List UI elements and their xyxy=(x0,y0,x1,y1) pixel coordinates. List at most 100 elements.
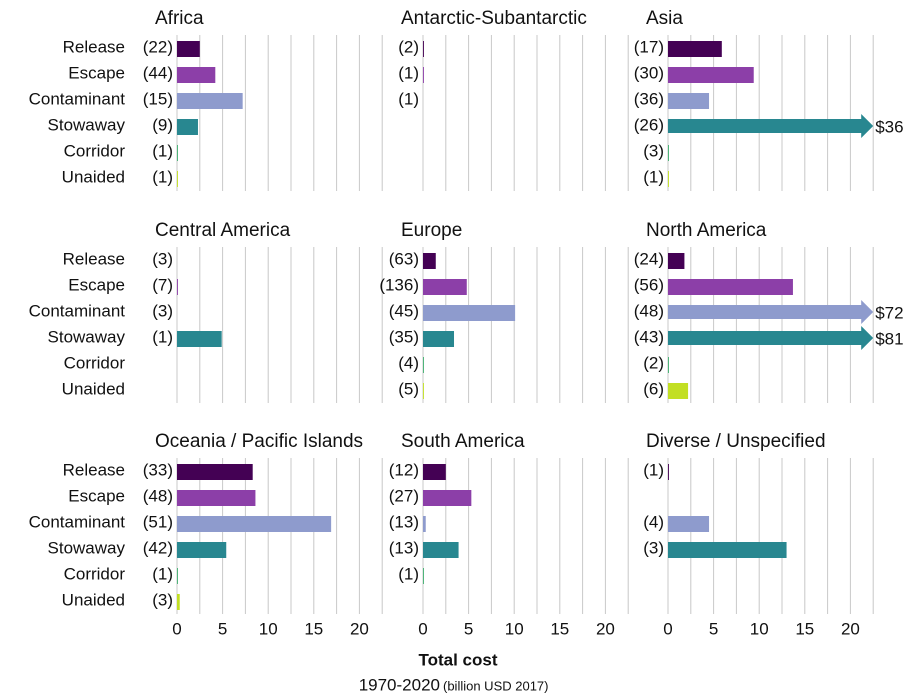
panel-title: Asia xyxy=(646,8,683,29)
value-label: $72 xyxy=(875,303,903,322)
bar xyxy=(423,253,436,269)
count-label: (22) xyxy=(143,37,173,56)
count-label: (3) xyxy=(643,538,664,557)
x-tick-label: 0 xyxy=(663,619,672,638)
count-label: (2) xyxy=(398,37,419,56)
bar xyxy=(177,119,198,135)
count-label: (13) xyxy=(389,538,419,557)
bar xyxy=(177,516,332,532)
count-label: (12) xyxy=(389,460,419,479)
count-label: (35) xyxy=(389,327,419,346)
x-axis-title: Total cost xyxy=(418,650,497,669)
bar xyxy=(177,490,256,506)
category-label: Contaminant xyxy=(29,301,126,320)
bar xyxy=(177,67,216,83)
count-label: (36) xyxy=(634,89,664,108)
bar xyxy=(423,331,455,347)
count-label: (1) xyxy=(398,63,419,82)
count-label: (1) xyxy=(152,564,173,583)
bar xyxy=(668,41,722,57)
arrow-bar xyxy=(668,114,874,138)
bar xyxy=(423,490,472,506)
category-label: Corridor xyxy=(64,353,126,372)
count-label: (3) xyxy=(152,249,173,268)
panel-title: Oceania / Pacific Islands xyxy=(155,431,363,452)
count-label: (56) xyxy=(634,275,664,294)
bar xyxy=(668,145,669,161)
bar xyxy=(177,331,222,347)
count-label: (1) xyxy=(643,167,664,186)
count-label: (2) xyxy=(643,353,664,372)
count-label: (48) xyxy=(634,301,664,320)
bar xyxy=(177,145,178,161)
category-label: Release xyxy=(63,249,125,268)
count-label: (6) xyxy=(643,379,664,398)
bar xyxy=(177,279,178,295)
bar xyxy=(423,383,424,399)
category-label: Escape xyxy=(68,486,125,505)
count-label: (4) xyxy=(398,353,419,372)
panel-title: South America xyxy=(401,431,525,452)
bar xyxy=(668,516,710,532)
count-label: (13) xyxy=(389,512,419,531)
bar xyxy=(423,542,459,558)
x-tick-label: 20 xyxy=(596,619,615,638)
count-label: (9) xyxy=(152,115,173,134)
category-label: Corridor xyxy=(64,564,126,583)
category-label: Contaminant xyxy=(29,89,126,108)
count-label: (26) xyxy=(634,115,664,134)
x-tick-label: 10 xyxy=(505,619,524,638)
count-label: (42) xyxy=(143,538,173,557)
count-label: (43) xyxy=(634,327,664,346)
count-label: (51) xyxy=(143,512,173,531)
x-tick-label: 10 xyxy=(259,619,278,638)
count-label: (7) xyxy=(152,275,173,294)
count-label: (1) xyxy=(152,327,173,346)
x-tick-label: 15 xyxy=(795,619,814,638)
count-label: (1) xyxy=(152,167,173,186)
bar xyxy=(423,357,424,373)
x-tick-label: 5 xyxy=(709,619,718,638)
count-label: (5) xyxy=(398,379,419,398)
panel-title: Europe xyxy=(401,220,462,241)
category-label: Unaided xyxy=(62,167,125,186)
count-label: (33) xyxy=(143,460,173,479)
category-label: Unaided xyxy=(62,590,125,609)
count-label: (3) xyxy=(643,141,664,160)
count-label: (30) xyxy=(634,63,664,82)
x-tick-label: 20 xyxy=(841,619,860,638)
bar xyxy=(423,305,516,321)
count-label: (3) xyxy=(152,301,173,320)
panel-title: Antarctic-Subantarctic xyxy=(401,8,587,29)
bar xyxy=(668,171,669,187)
bar xyxy=(177,542,227,558)
category-label: Release xyxy=(63,37,125,56)
x-tick-label: 5 xyxy=(464,619,473,638)
value-label: $81 xyxy=(875,329,903,348)
bar xyxy=(177,464,253,480)
bar xyxy=(423,41,424,57)
panel-title: North America xyxy=(646,220,767,241)
count-label: (24) xyxy=(634,249,664,268)
bar xyxy=(423,568,424,584)
category-label: Stowaway xyxy=(48,115,126,134)
count-label: (45) xyxy=(389,301,419,320)
category-label: Stowaway xyxy=(48,327,126,346)
count-label: (15) xyxy=(143,89,173,108)
bar xyxy=(423,516,426,532)
category-label: Stowaway xyxy=(48,538,126,557)
x-tick-label: 0 xyxy=(172,619,181,638)
count-label: (17) xyxy=(634,37,664,56)
x-tick-label: 15 xyxy=(550,619,569,638)
count-label: (27) xyxy=(389,486,419,505)
x-tick-label: 10 xyxy=(750,619,769,638)
bar xyxy=(668,542,787,558)
bar xyxy=(668,383,689,399)
count-label: (1) xyxy=(643,460,664,479)
count-label: (3) xyxy=(152,590,173,609)
x-tick-label: 15 xyxy=(304,619,323,638)
count-label: (63) xyxy=(389,249,419,268)
x-tick-label: 0 xyxy=(418,619,427,638)
arrow-bar xyxy=(668,326,874,350)
bar xyxy=(668,279,793,295)
